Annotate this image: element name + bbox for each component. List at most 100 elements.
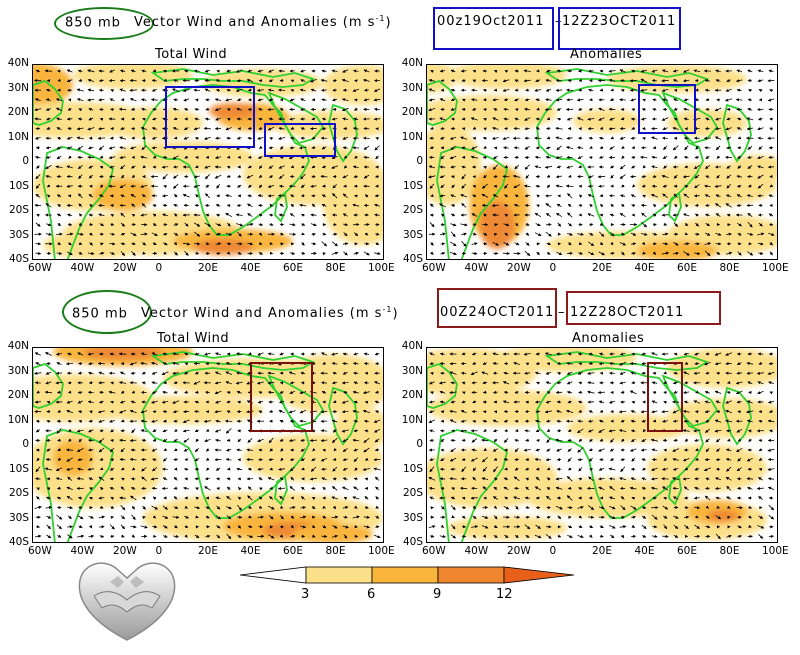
- wind-vector: [35, 429, 40, 433]
- wind-vector: [130, 194, 137, 198]
- wind-vector: [589, 223, 594, 227]
- wind-vector: [121, 174, 125, 179]
- wind-vector: [353, 232, 359, 237]
- wind-vector: [88, 146, 94, 150]
- wind-vector: [279, 203, 284, 208]
- wind-vector: [183, 467, 189, 471]
- wind-vector: [78, 251, 83, 255]
- wind-vector: [269, 251, 274, 255]
- wind-vector: [311, 174, 316, 179]
- wind-vector: [608, 78, 616, 83]
- wind-vector: [204, 117, 210, 121]
- wind-vector: [46, 515, 52, 519]
- wind-vector: [428, 419, 436, 423]
- wind-vector: [174, 194, 178, 198]
- wind-vector: [758, 145, 763, 150]
- wind-vector: [578, 438, 583, 442]
- wind-vector: [247, 69, 253, 73]
- x-tick-label: 0: [549, 545, 557, 557]
- wind-vector: [173, 476, 178, 481]
- wind-vector: [184, 69, 189, 73]
- wind-vector: [567, 79, 572, 83]
- wind-vector: [546, 69, 551, 73]
- level-label: 850 mb: [72, 306, 128, 322]
- colorbar-label: 9: [433, 587, 442, 602]
- wind-vector: [631, 204, 636, 208]
- wind-vector: [641, 352, 647, 356]
- wind-vector: [257, 98, 264, 102]
- wind-vector: [768, 381, 774, 385]
- wind-speed-shading: [33, 348, 383, 542]
- wind-vector: [119, 371, 126, 375]
- wind-vector: [88, 515, 94, 519]
- wind-vector: [226, 88, 231, 92]
- wind-vector: [440, 438, 445, 443]
- wind-vector: [493, 146, 498, 150]
- wind-vector: [577, 69, 583, 73]
- wind-vector: [268, 117, 274, 121]
- wind-vector: [77, 534, 85, 538]
- wind-vector: [278, 174, 285, 180]
- wind-vector: [429, 534, 435, 538]
- wind-vector: [97, 136, 106, 140]
- wind-vector: [290, 79, 295, 83]
- wind-vector: [184, 251, 189, 256]
- wind-vector: [131, 242, 136, 246]
- wind-vector: [726, 496, 732, 500]
- wind-vector: [194, 429, 199, 433]
- wind-vector: [588, 88, 594, 92]
- wind-vector: [130, 107, 136, 111]
- wind-vector: [78, 193, 83, 199]
- wind-vector: [556, 212, 563, 218]
- wind-vector: [546, 174, 551, 178]
- wind-vector: [321, 117, 327, 121]
- wind-vector: [342, 117, 349, 121]
- wind-vector: [183, 448, 189, 452]
- wind-vector: [34, 371, 42, 375]
- wind-vector: [556, 203, 562, 207]
- wind-vector: [610, 136, 614, 140]
- wind-vector: [320, 429, 328, 433]
- wind-vector: [599, 534, 604, 538]
- wind-vector: [492, 429, 498, 433]
- wind-vector: [258, 213, 263, 217]
- wind-vector: [600, 203, 604, 208]
- wind-vector: [577, 457, 583, 462]
- wind-vector: [504, 69, 508, 73]
- wind-vector: [173, 79, 178, 83]
- wind-vector: [587, 184, 594, 188]
- wind-vector: [715, 79, 721, 83]
- wind-vector: [78, 203, 83, 208]
- wind-vector: [162, 194, 168, 198]
- wind-vector: [608, 400, 616, 404]
- wind-vector: [321, 194, 327, 198]
- wind-vector: [642, 534, 647, 538]
- wind-vector: [35, 251, 42, 255]
- wind-vector: [119, 155, 126, 160]
- y-tick-label: 40N: [401, 340, 423, 352]
- wind-vector: [704, 88, 710, 92]
- wind-vector: [131, 165, 136, 169]
- wind-vector: [300, 155, 305, 159]
- wind-vector: [493, 70, 498, 74]
- wind-vector: [353, 98, 358, 102]
- wind-vector: [129, 88, 137, 92]
- wind-vector: [162, 155, 168, 160]
- wind-vector: [247, 438, 253, 443]
- wind-vector: [545, 381, 552, 385]
- wind-vector: [87, 98, 95, 102]
- wind-vector: [588, 107, 593, 111]
- level-highlight-ellipse: [54, 7, 154, 40]
- wind-vector: [142, 164, 146, 169]
- y-tick-label: 20N: [401, 389, 423, 401]
- wind-vector: [491, 136, 499, 140]
- wind-vector: [461, 232, 467, 236]
- wind-vector: [67, 515, 72, 520]
- wind-vector: [119, 88, 126, 92]
- wind-vector: [310, 88, 317, 92]
- wind-vector: [579, 194, 583, 198]
- wind-vector: [461, 78, 466, 82]
- y-tick-label: 20S: [8, 487, 29, 499]
- wind-vector: [343, 232, 348, 237]
- wind-vectors: [34, 69, 381, 257]
